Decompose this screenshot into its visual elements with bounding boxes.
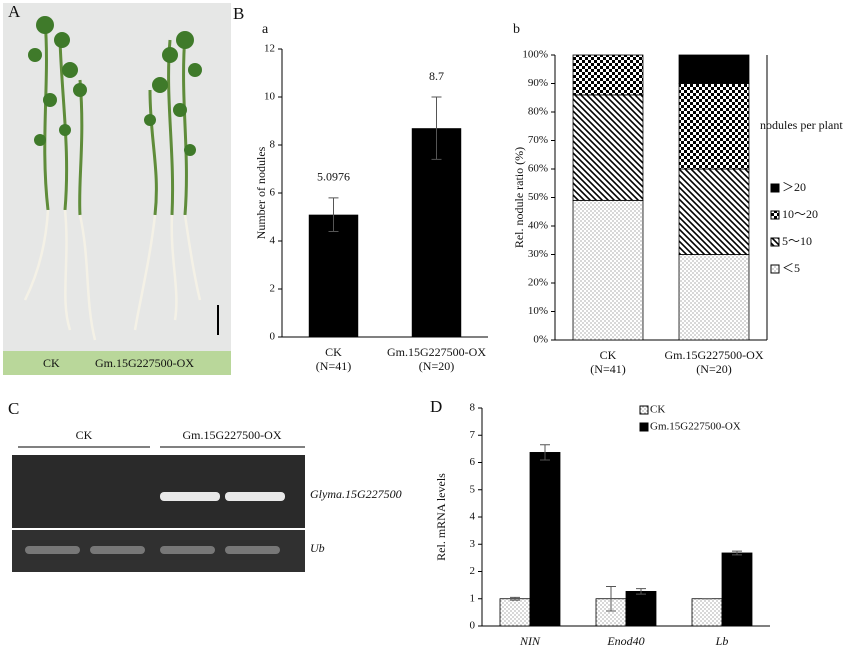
bar bbox=[721, 552, 753, 627]
gel bbox=[12, 446, 305, 572]
gel-group: CK bbox=[76, 428, 93, 442]
photo bbox=[3, 3, 231, 375]
bar bbox=[529, 452, 561, 627]
legend-title: nodules per plant bbox=[760, 118, 843, 132]
y-tick-label: 1 bbox=[470, 592, 476, 604]
panel-label: C bbox=[8, 399, 19, 418]
legend-swatch bbox=[770, 264, 780, 274]
y-tick-label: 3 bbox=[470, 538, 476, 550]
x-tick-label: Lb bbox=[715, 634, 729, 648]
y-tick-label: 10 bbox=[264, 91, 276, 103]
bar-segment bbox=[678, 254, 750, 341]
y-tick-label: 70% bbox=[528, 134, 548, 146]
x-tick-label: Enod40 bbox=[606, 634, 644, 648]
y-axis-label: Rel. mRNA levels bbox=[434, 473, 448, 561]
error-bar bbox=[510, 596, 520, 601]
gel-band: Ub bbox=[310, 541, 325, 555]
legend-label: ＜5 bbox=[782, 261, 800, 275]
x-tick-label: Gm.15G227500-OX bbox=[665, 348, 764, 362]
error-bar bbox=[636, 588, 646, 595]
x-tick-note: (N=20) bbox=[419, 359, 454, 373]
y-tick-label: 12 bbox=[264, 43, 275, 55]
photo-label: Gm.15G227500-OX bbox=[95, 356, 194, 370]
y-tick-label: 20% bbox=[528, 277, 548, 289]
y-tick-label: 10% bbox=[528, 305, 548, 317]
legend-swatch bbox=[639, 405, 649, 415]
bar-segment bbox=[572, 199, 644, 341]
y-axis-label: Number of nodules bbox=[254, 146, 268, 239]
y-tick-label: 90% bbox=[528, 77, 548, 89]
error-bar bbox=[732, 550, 742, 556]
legend-label: ＞20 bbox=[782, 180, 806, 194]
y-tick-label: 8 bbox=[470, 402, 476, 414]
panel-label: D bbox=[430, 397, 442, 416]
y-tick-label: 8 bbox=[270, 139, 276, 151]
y-tick-label: 30% bbox=[528, 248, 548, 260]
chart-title: b bbox=[513, 22, 520, 37]
y-tick-label: 6 bbox=[270, 187, 276, 199]
bar bbox=[625, 590, 657, 627]
legend-swatch bbox=[770, 210, 780, 220]
gel-group: Gm.15G227500-OX bbox=[183, 428, 282, 442]
y-tick-label: 6 bbox=[470, 456, 476, 468]
y-tick-label: 4 bbox=[270, 235, 276, 247]
bar bbox=[308, 214, 359, 337]
error-bar bbox=[540, 444, 550, 461]
panel-label: A bbox=[8, 2, 21, 21]
legend-label: 10～20 bbox=[782, 207, 818, 221]
y-tick-label: 5 bbox=[470, 483, 476, 495]
panel-label: B bbox=[233, 4, 244, 23]
error-bar bbox=[328, 197, 339, 232]
y-tick-label: 0 bbox=[270, 331, 276, 343]
x-tick-label: CK bbox=[600, 348, 617, 362]
value-label: 8.7 bbox=[429, 69, 444, 83]
bar-segment bbox=[572, 94, 644, 201]
y-tick-label: 60% bbox=[528, 163, 548, 175]
bar-segment bbox=[678, 54, 750, 84]
x-tick-label: Gm.15G227500-OX bbox=[387, 345, 486, 359]
y-tick-label: 40% bbox=[528, 220, 548, 232]
legend-swatch bbox=[770, 183, 780, 193]
x-tick-note: (N=41) bbox=[590, 362, 625, 376]
legend-swatch bbox=[770, 237, 780, 247]
bar bbox=[691, 598, 723, 627]
x-tick-note: (N=41) bbox=[316, 359, 351, 373]
value-label: 5.0976 bbox=[317, 170, 350, 184]
x-tick-label: NIN bbox=[519, 634, 541, 648]
x-tick-note: (N=20) bbox=[696, 362, 731, 376]
bar-segment bbox=[678, 83, 750, 170]
y-tick-label: 2 bbox=[270, 283, 276, 295]
y-tick-label: 2 bbox=[470, 565, 476, 577]
y-tick-label: 100% bbox=[522, 49, 548, 61]
photo-label: CK bbox=[43, 356, 60, 370]
y-axis-label: Rel. nodule ratio (%) bbox=[512, 147, 526, 248]
y-tick-label: 0% bbox=[533, 334, 548, 346]
error-bar bbox=[606, 585, 616, 612]
y-tick-label: 4 bbox=[470, 511, 476, 523]
legend-swatch bbox=[639, 422, 649, 432]
chart-title: a bbox=[262, 22, 269, 37]
legend-label: 5～10 bbox=[782, 234, 812, 248]
bar-segment bbox=[678, 168, 750, 255]
y-tick-label: 0 bbox=[470, 620, 476, 632]
y-tick-label: 7 bbox=[470, 429, 476, 441]
y-tick-label: 80% bbox=[528, 106, 548, 118]
bar-segment bbox=[572, 54, 644, 96]
legend-label: Gm.15G227500-OX bbox=[650, 421, 741, 433]
legend-label: CK bbox=[650, 404, 665, 416]
gel-band: Glyma.15G227500 bbox=[310, 487, 402, 501]
bar bbox=[499, 598, 531, 627]
y-tick-label: 50% bbox=[528, 191, 548, 203]
error-bar bbox=[431, 96, 442, 160]
x-tick-label: CK bbox=[325, 345, 342, 359]
bar bbox=[411, 128, 462, 337]
